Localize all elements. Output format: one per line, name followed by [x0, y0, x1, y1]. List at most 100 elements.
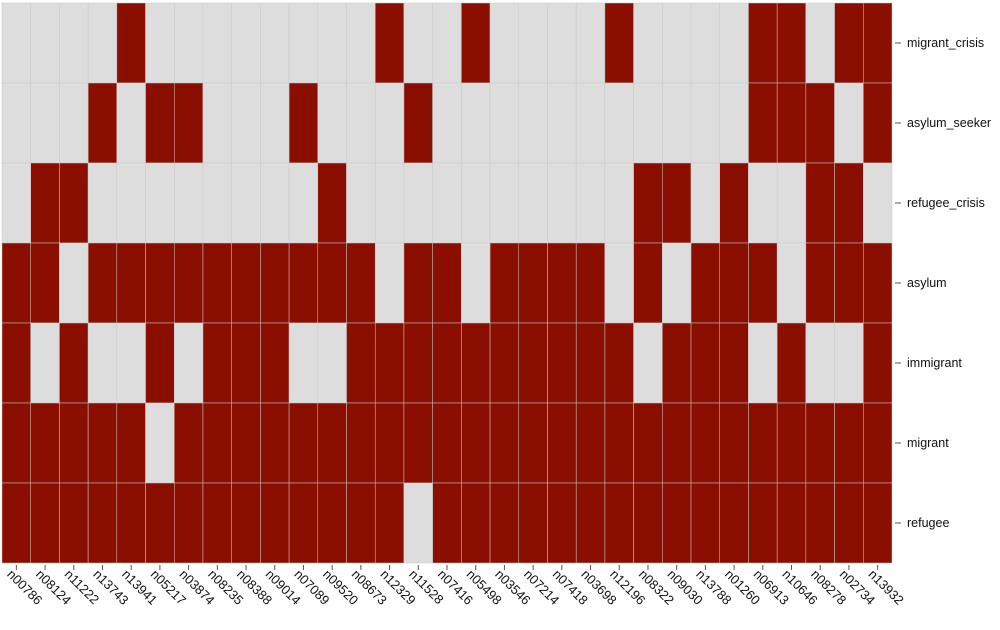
heatmap-cell	[30, 162, 60, 244]
heatmap-cell	[1, 162, 31, 244]
heatmap-cell	[719, 482, 749, 564]
heatmap-cell	[863, 82, 893, 164]
heatmap-cell	[288, 482, 319, 564]
heatmap-cell	[174, 242, 204, 324]
y-tick-label: asylum_seeker	[907, 116, 991, 130]
heatmap-cell	[834, 402, 864, 484]
heatmap-cell	[116, 322, 146, 404]
heatmap-cell	[690, 2, 720, 84]
heatmap-cell	[432, 482, 462, 564]
heatmap-cell	[633, 482, 663, 564]
heatmap-cell	[87, 402, 118, 484]
heatmap-cell	[776, 82, 807, 164]
heatmap-cell	[863, 402, 893, 484]
heatmap-cell	[374, 82, 405, 164]
heatmap-cell	[604, 402, 634, 484]
heatmap-cell	[719, 2, 749, 84]
heatmap-cell	[547, 162, 577, 244]
heatmap-cell	[489, 162, 520, 244]
heatmap-cell	[374, 242, 405, 324]
heatmap-cell	[432, 322, 462, 404]
heatmap-cell	[719, 322, 749, 404]
heatmap-cell	[59, 82, 89, 164]
heatmap-cell	[116, 402, 146, 484]
heatmap-cell	[374, 322, 405, 404]
heatmap-cell	[432, 242, 462, 324]
heatmap-cell	[776, 242, 807, 324]
heatmap-cell	[87, 162, 118, 244]
heatmap-cell	[30, 242, 60, 324]
heatmap-cell	[633, 2, 663, 84]
heatmap-cell	[30, 2, 60, 84]
heatmap-cell	[748, 162, 778, 244]
heatmap-cell	[604, 482, 634, 564]
heatmap-cell	[863, 162, 893, 244]
heatmap-cell	[202, 242, 232, 324]
heatmap-cell	[547, 82, 577, 164]
heatmap-cell	[805, 402, 835, 484]
heatmap-cell	[461, 162, 491, 244]
heatmap-cell	[489, 82, 520, 164]
heatmap-cell	[633, 82, 663, 164]
heatmap-cell	[231, 82, 261, 164]
heatmap-cell	[518, 242, 548, 324]
heatmap-cell	[604, 322, 634, 404]
heatmap-cell	[231, 242, 261, 324]
heatmap-cell	[690, 162, 720, 244]
heatmap-cell	[116, 82, 146, 164]
y-tick-label: refugee_crisis	[907, 196, 985, 210]
heatmap-cell	[461, 482, 491, 564]
heatmap-cell	[145, 82, 175, 164]
heatmap-cell	[260, 402, 290, 484]
heatmap-cell	[1, 242, 31, 324]
heatmap-cell	[748, 402, 778, 484]
heatmap-cell	[863, 482, 893, 564]
heatmap-cell	[59, 2, 89, 84]
heatmap-cell	[87, 482, 118, 564]
heatmap-cell	[202, 162, 232, 244]
heatmap-cell	[604, 162, 634, 244]
heatmap-cell	[317, 2, 347, 84]
heatmap-cell	[776, 402, 807, 484]
heatmap-cell	[403, 402, 433, 484]
heatmap-cell	[231, 322, 261, 404]
heatmap-cell	[518, 482, 548, 564]
heatmap-cell	[374, 162, 405, 244]
heatmap-cell	[374, 2, 405, 84]
heatmap-cell	[202, 482, 232, 564]
heatmap-cell	[1, 82, 31, 164]
heatmap-cell	[662, 482, 692, 564]
heatmap-cell	[461, 322, 491, 404]
heatmap-cell	[518, 2, 548, 84]
heatmap-cell	[748, 82, 778, 164]
heatmap-cell	[432, 162, 462, 244]
heatmap-cell	[288, 162, 319, 244]
heatmap-cell	[805, 482, 835, 564]
heatmap-cell	[776, 482, 807, 564]
heatmap-cell	[547, 242, 577, 324]
heatmap-cell	[260, 162, 290, 244]
heatmap-cell	[518, 402, 548, 484]
heatmap-cell	[260, 2, 290, 84]
heatmap-cell	[604, 242, 634, 324]
heatmap-cell	[662, 2, 692, 84]
heatmap-cell	[260, 82, 290, 164]
y-tick-label: migrant_crisis	[907, 36, 984, 50]
heatmap-cell	[346, 82, 376, 164]
heatmap-cell	[662, 242, 692, 324]
heatmap-cell	[202, 2, 232, 84]
heatmap-cell	[231, 2, 261, 84]
heatmap-cell	[346, 402, 376, 484]
heatmap-cell	[805, 162, 835, 244]
heatmap-cell	[116, 482, 146, 564]
heatmap-cell	[288, 402, 319, 484]
y-tick-label: refugee	[907, 516, 949, 530]
y-tick-label: immigrant	[907, 356, 962, 370]
heatmap-cell	[518, 162, 548, 244]
heatmap-cell	[1, 2, 31, 84]
heatmap-cell	[1, 402, 31, 484]
heatmap-cell	[633, 242, 663, 324]
heatmap-cell	[260, 242, 290, 324]
heatmap-cell	[403, 82, 433, 164]
